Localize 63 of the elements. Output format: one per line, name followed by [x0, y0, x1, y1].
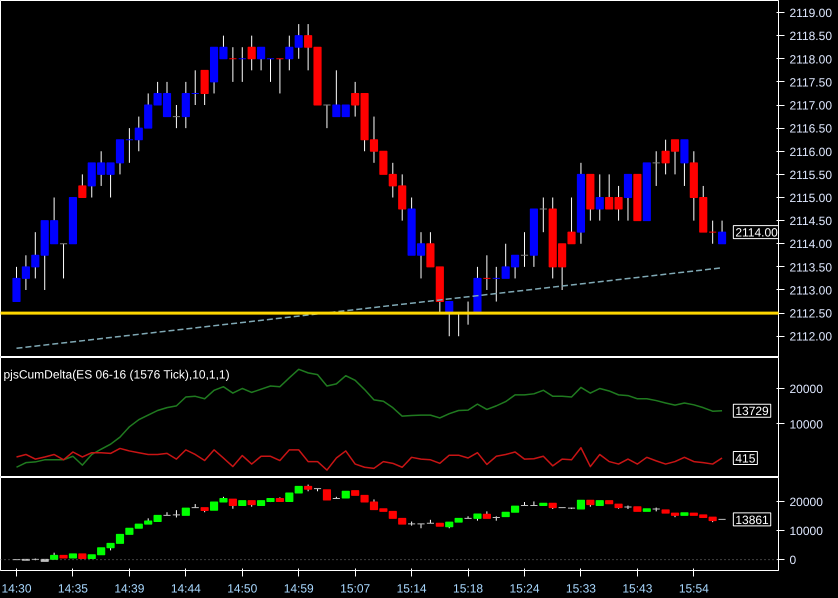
- candlestick: [59, 243, 68, 279]
- x-tick-label: 15:14: [396, 582, 427, 596]
- y-tick-label: 2114.50: [790, 214, 832, 228]
- candlestick: [257, 46, 266, 71]
- y-tick-label: 2116.50: [790, 122, 832, 136]
- x-tick-label: 15:33: [566, 582, 596, 596]
- candlestick: [238, 46, 246, 82]
- candlestick: [520, 232, 529, 268]
- y-tick-label: 20000: [790, 494, 824, 509]
- x-tick-label: 15:43: [622, 582, 653, 596]
- text: pjsCumDelta(ES 06-16 (1576 Tick),10,1,1): [4, 368, 230, 382]
- y-tick-label: 2117.50: [790, 75, 832, 90]
- candlestick: [200, 70, 209, 106]
- y-tick-label: 2119.00: [790, 6, 832, 20]
- candlestick: [248, 35, 256, 71]
- x-tick-label: 14:35: [58, 582, 88, 596]
- y-tick-label: 20000: [790, 382, 824, 396]
- y-tick-label: 2113.00: [790, 283, 832, 298]
- candlestick: [172, 510, 180, 518]
- y-tick-label: 10000: [790, 524, 824, 538]
- candlestick: [228, 46, 237, 82]
- x-tick-label: 15:54: [678, 582, 710, 596]
- candlestick: [172, 104, 180, 129]
- candlestick: [313, 488, 322, 492]
- y-tick-label: 0: [790, 553, 796, 568]
- candlestick: [266, 58, 275, 82]
- text: 13861: [735, 512, 770, 527]
- candlestick: [482, 254, 491, 290]
- y-tick-label: 10000: [790, 417, 824, 432]
- x-tick-label: 14:59: [284, 582, 314, 596]
- y-tick-label: 2113.50: [790, 260, 832, 274]
- candlestick: [680, 139, 688, 186]
- y-tick-label: 2112.00: [790, 330, 832, 344]
- candlestick: [78, 174, 86, 198]
- candlestick: [276, 58, 284, 94]
- x-tick-label: 15:24: [509, 582, 540, 596]
- x-tick-label: 14:50: [227, 582, 258, 596]
- x-tick-label: 15:18: [453, 582, 484, 596]
- y-tick-label: 2112.50: [790, 306, 832, 321]
- x-tick-label: 14:44: [170, 582, 202, 596]
- candlestick: [539, 196, 548, 233]
- y-tick-label: 2117.00: [790, 98, 832, 113]
- candlestick: [718, 220, 726, 244]
- line-series: [16, 446, 723, 471]
- y-tick-label: 2116.00: [790, 144, 832, 159]
- y-tick-label: 2115.50: [790, 168, 832, 182]
- text: 415: [735, 451, 756, 466]
- candlestick: [596, 174, 604, 222]
- text: 13729: [735, 404, 770, 418]
- y-tick-label: 2118.50: [790, 29, 832, 44]
- x-tick-label: 14:39: [114, 582, 145, 596]
- y-tick-label: 2115.00: [790, 190, 832, 205]
- text: 2114.00: [735, 226, 778, 240]
- candlestick: [322, 104, 332, 129]
- x-tick-label: 15:07: [340, 582, 371, 596]
- x-tick-label: 14:30: [1, 582, 32, 596]
- y-tick-label: 2118.00: [790, 52, 832, 66]
- candlestick: [322, 489, 332, 500]
- candlestick: [624, 174, 632, 222]
- candlestick: [228, 498, 237, 510]
- candlestick: [162, 512, 172, 516]
- y-tick-label: 2114.00: [790, 237, 832, 252]
- candlestick: [652, 150, 660, 186]
